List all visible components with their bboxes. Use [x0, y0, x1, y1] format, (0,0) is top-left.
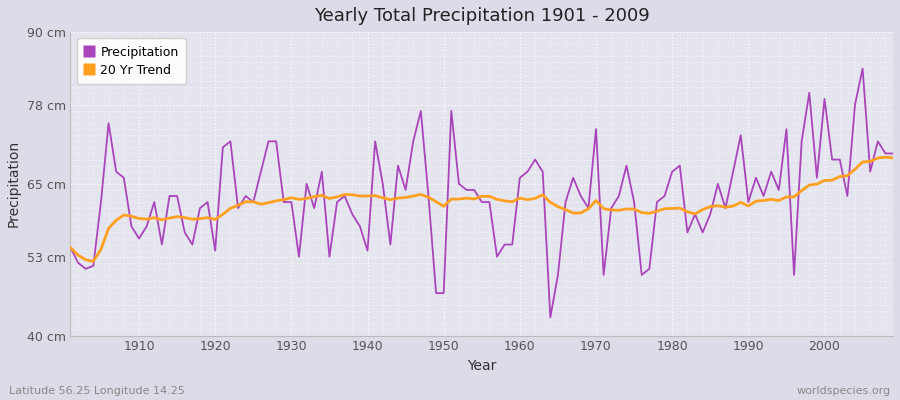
X-axis label: Year: Year: [467, 359, 497, 373]
Text: worldspecies.org: worldspecies.org: [796, 386, 891, 396]
Y-axis label: Precipitation: Precipitation: [7, 140, 21, 228]
Legend: Precipitation, 20 Yr Trend: Precipitation, 20 Yr Trend: [76, 38, 186, 84]
Text: Latitude 56.25 Longitude 14.25: Latitude 56.25 Longitude 14.25: [9, 386, 184, 396]
Title: Yearly Total Precipitation 1901 - 2009: Yearly Total Precipitation 1901 - 2009: [314, 7, 650, 25]
